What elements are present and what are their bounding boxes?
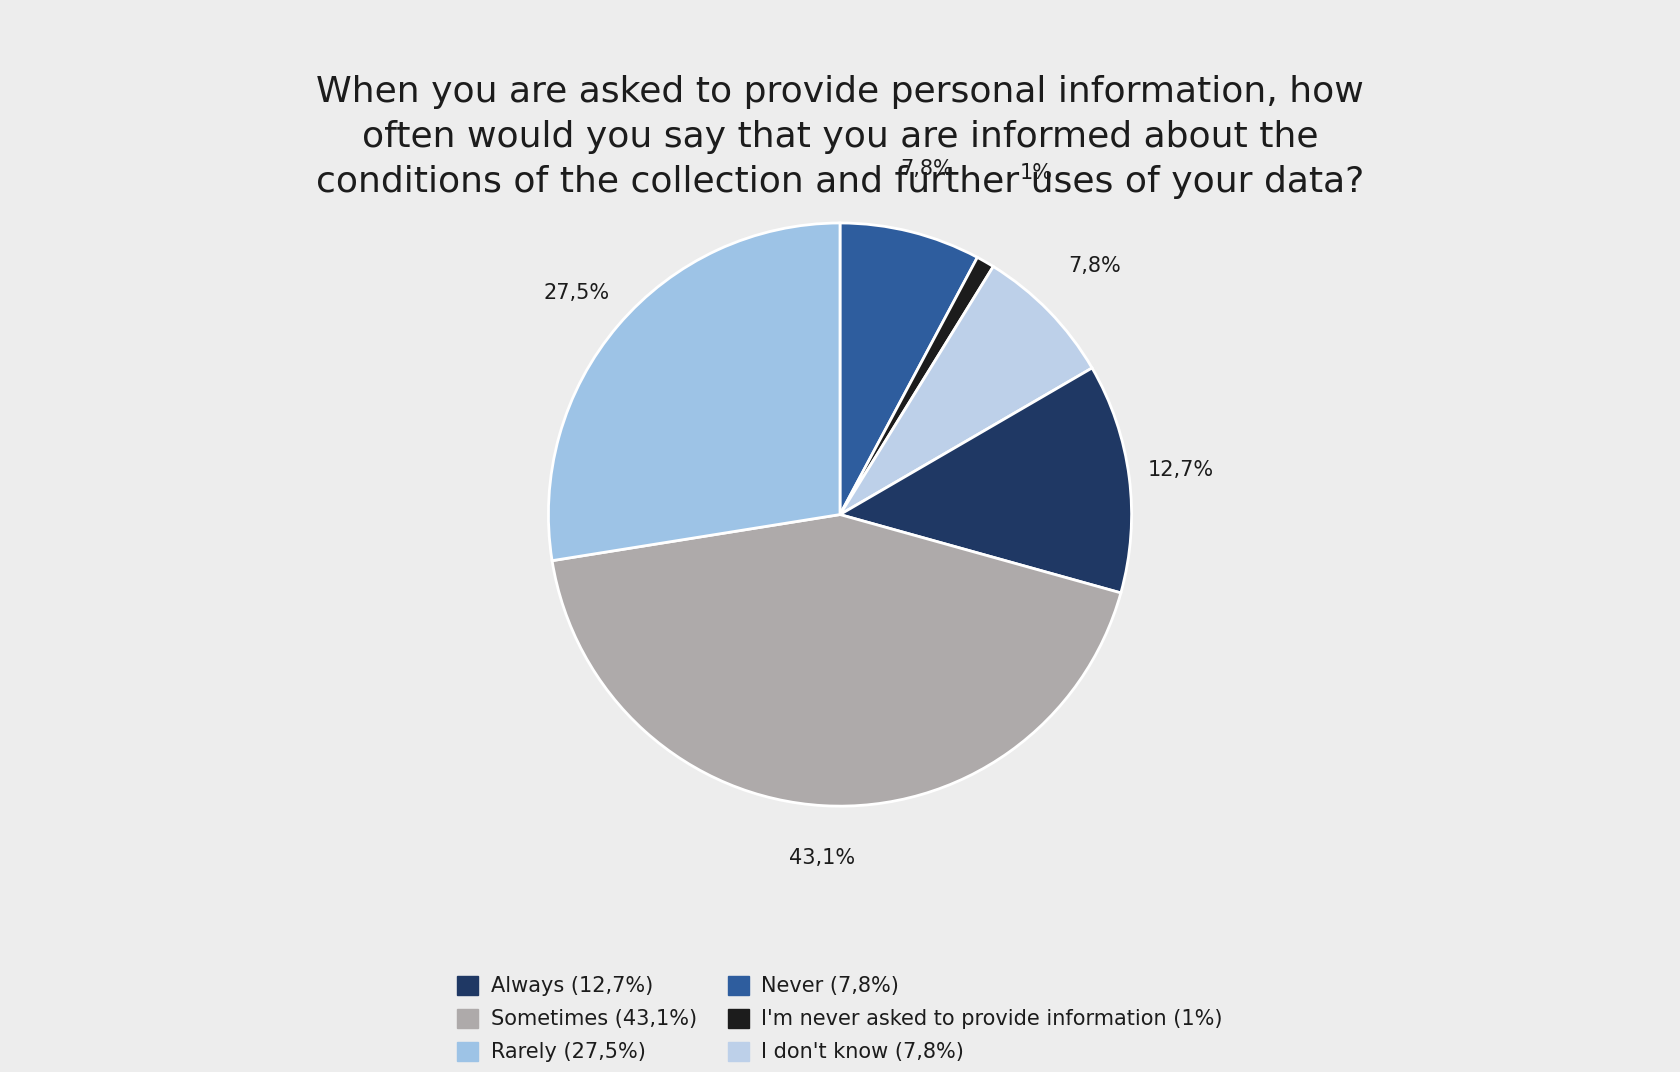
Text: 1%: 1% (1020, 163, 1053, 183)
Text: 27,5%: 27,5% (544, 283, 610, 302)
Text: 7,8%: 7,8% (900, 160, 953, 179)
Wedge shape (840, 267, 1092, 515)
Wedge shape (840, 368, 1132, 593)
Text: When you are asked to provide personal information, how
often would you say that: When you are asked to provide personal i… (316, 75, 1364, 198)
Text: 7,8%: 7,8% (1068, 256, 1121, 277)
Wedge shape (553, 515, 1121, 806)
Wedge shape (840, 223, 978, 515)
Legend: Always (12,7%), Sometimes (43,1%), Rarely (27,5%), Never (7,8%), I'm never asked: Always (12,7%), Sometimes (43,1%), Rarel… (447, 966, 1233, 1072)
Wedge shape (548, 223, 840, 561)
Wedge shape (840, 257, 993, 515)
Text: 43,1%: 43,1% (788, 848, 855, 868)
Text: 12,7%: 12,7% (1147, 460, 1215, 480)
